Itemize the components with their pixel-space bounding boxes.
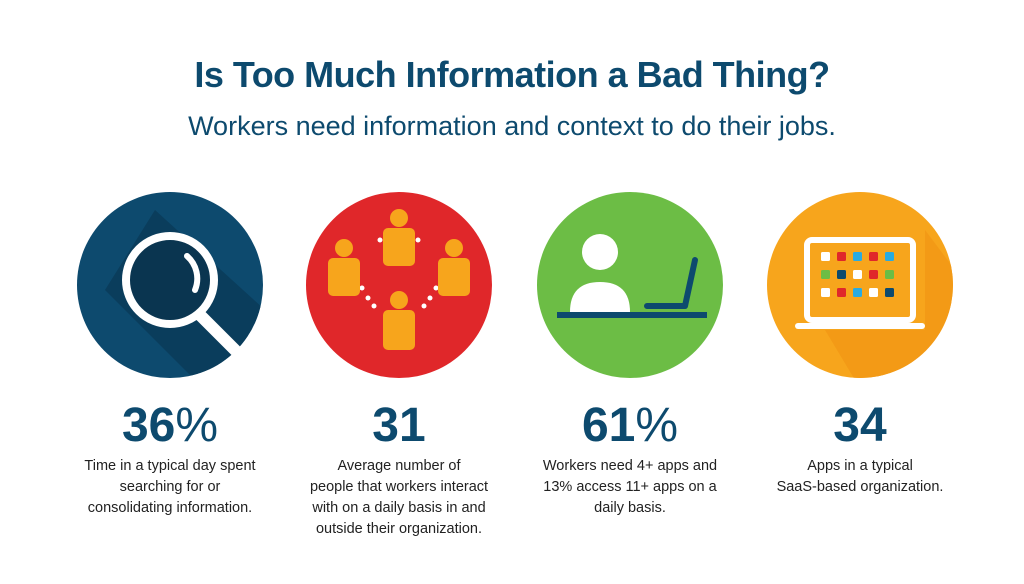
stat-value: 34 [833,399,887,452]
stat-card-apps-access: 61% Workers need 4+ apps and 13% access … [515,190,745,516]
page-title: Is Too Much Information a Bad Thing? [194,54,830,95]
stat-value: 61% [581,399,679,452]
stat-card-search-time: 36% Time in a typical day spent searchin… [55,190,285,516]
stat-card-interactions: 31 Average number of people that workers… [284,190,514,537]
stat-description: Workers need 4+ apps and 13% access 11+ … [542,458,718,516]
stat-description: Average number of people that workers in… [309,458,489,537]
stat-value: 31 [372,399,426,452]
stat-description: Time in a typical day spent searching fo… [84,458,256,516]
magnifying-glass-icon [77,192,263,378]
page-subtitle: Workers need information and context to … [188,111,836,141]
worker-laptop-icon [537,192,723,378]
stat-description: Apps in a typical SaaS-based organizatio… [776,458,944,495]
stat-value: 36% [121,399,219,452]
people-network-icon [306,192,492,378]
laptop-apps-icon [767,192,953,378]
stat-card-saas-apps: 34 Apps in a typical SaaS-based organiza… [745,190,975,495]
